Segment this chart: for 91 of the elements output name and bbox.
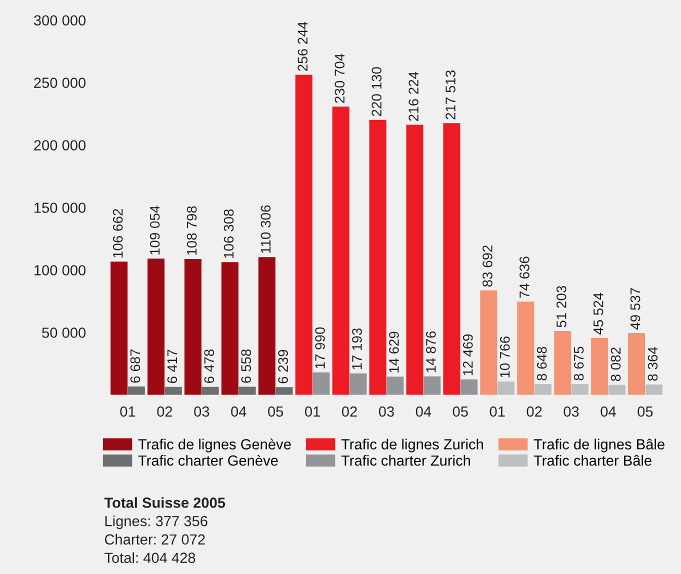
x-tick-label: 05 [268,406,284,417]
data-label: 6 239 [278,350,288,384]
legend-label: Trafic charter Genève [138,454,278,466]
text: Lignes: 377 356 [105,516,208,530]
data-label: 8 648 [536,346,547,380]
bar [443,123,460,395]
data-label: 106 662 [112,209,123,258]
bar [554,330,572,395]
bar [386,376,404,395]
y-tick-label: 50 000 [42,328,86,338]
data-label: 14 629 [389,332,399,372]
bar [480,290,498,395]
data-label: 12 469 [462,334,473,376]
data-label: 220 130 [372,67,382,116]
data-label: 17 193 [352,328,362,370]
y-tick-label: 250 000 [34,78,86,88]
bar [406,124,424,395]
bar [238,386,256,395]
data-label: 49 537 [630,288,640,330]
bar [571,384,588,395]
data-label: 83 692 [482,245,492,287]
data-label: 8 082 [610,348,621,382]
x-tick-label: 01 [120,406,136,417]
x-tick-label: 02 [526,406,542,417]
data-label: 6 558 [241,349,252,383]
text: Charter: 27 072 [104,534,205,545]
data-label: 45 524 [593,292,604,335]
x-tick-label: 05 [452,406,468,417]
legend-label: Trafic charter Zurich [341,455,470,466]
bar [258,257,276,395]
bar [332,106,350,395]
bar [147,258,165,395]
x-tick-label: 02 [342,406,357,417]
bar [628,333,646,395]
x-tick-label: 04 [231,406,246,417]
bar [498,381,515,395]
legend-label: Trafic de lignes Bâle [534,438,664,452]
x-tick-label: 03 [194,406,210,417]
bar [221,262,238,395]
x-tick-label: 03 [378,406,394,417]
text: Total: 404 428 [104,552,196,563]
bar [460,379,478,395]
data-label: 6 687 [130,349,140,383]
bar [164,386,182,395]
bar [128,386,145,395]
data-label: 6 417 [167,350,178,384]
bar [276,387,293,395]
data-label: 106 308 [224,209,234,258]
x-tick-label: 04 [416,406,432,417]
bar [110,262,128,395]
bar [608,384,626,395]
data-label: 216 224 [408,72,418,121]
bar [350,373,367,395]
data-label: 74 636 [520,256,530,298]
x-tick-label: 04 [600,406,616,417]
data-label: 51 203 [556,286,566,328]
bar [591,338,608,395]
data-label: 14 876 [426,331,436,372]
data-label: 109 054 [150,206,160,254]
legend-label: Trafic de lignes Zurich [341,438,483,452]
data-label: 108 798 [186,206,197,255]
x-tick-label: 03 [564,406,579,417]
data-label: 8 364 [648,346,658,381]
bar [645,384,662,395]
bar [295,74,312,395]
text: Total Suisse 2005 [104,497,226,508]
data-label: 110 306 [260,205,271,253]
data-label: 8 675 [574,346,584,380]
data-label: 217 513 [446,70,456,120]
x-tick-label: 01 [305,406,320,417]
legend-label: Trafic charter Bâle [534,454,652,466]
bar [424,376,441,395]
y-tick-label: 300 000 [34,15,86,26]
data-label: 6 478 [204,350,214,383]
bar [184,258,202,395]
x-tick-label: 01 [490,406,505,417]
bar [534,384,552,395]
bar [517,302,534,395]
bar [369,120,386,395]
y-tick-label: 200 000 [34,140,86,150]
x-tick-label: 05 [638,406,653,417]
data-label: 17 990 [315,327,325,368]
bar [312,372,330,395]
data-label: 10 766 [500,336,510,378]
x-tick-label: 02 [157,406,172,417]
bar [202,386,219,395]
y-tick-label: 100 000 [34,265,86,276]
legend-label: Trafic de lignes Genève [138,438,291,452]
data-label: 256 244 [298,22,308,71]
y-tick-label: 150 000 [34,202,86,213]
data-label: 230 704 [334,54,345,103]
